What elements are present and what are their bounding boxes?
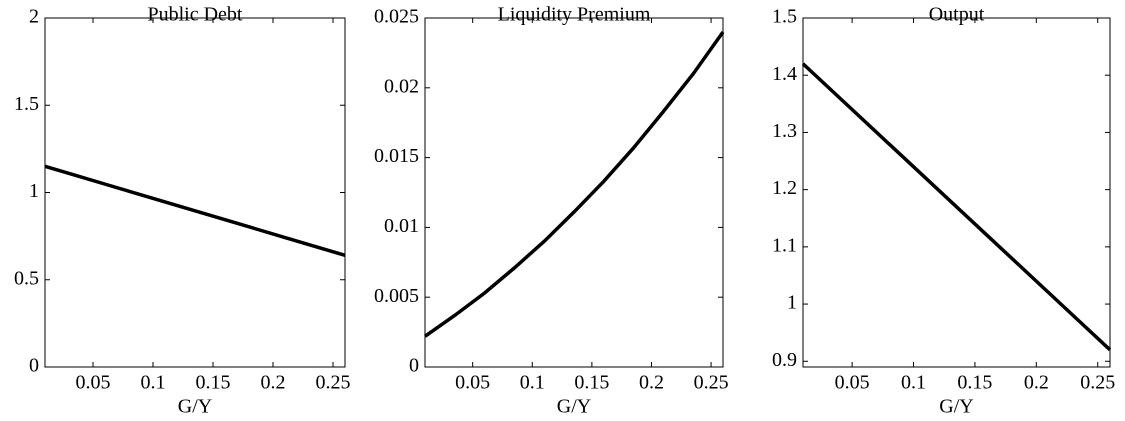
x-tick-label: 0.1 [520, 372, 545, 394]
y-tick-label: 0 [29, 355, 39, 377]
plot-frame [44, 17, 346, 368]
x-axis-label: G/Y [939, 396, 973, 418]
chart-title: Public Debt [148, 4, 243, 26]
x-tick-label: 0.25 [1080, 372, 1115, 394]
x-tick-label: 0.05 [455, 372, 490, 394]
x-tick-label: 0.25 [316, 372, 351, 394]
chart-title: Liquidity Premium [498, 4, 651, 26]
y-tick-label: 1.3 [772, 120, 797, 142]
y-tick-label: 1 [29, 180, 39, 202]
plot-frame [424, 17, 724, 368]
data-line [423, 30, 725, 338]
x-axis-label: G/Y [557, 396, 591, 418]
y-tick-label: 0.5 [14, 267, 39, 289]
y-tick-label: 0.02 [384, 75, 419, 97]
y-tick-label: 0.015 [374, 145, 419, 167]
x-tick-label: 0.2 [261, 372, 286, 394]
x-axis-label: G/Y [178, 396, 212, 418]
x-tick-label: 0.2 [639, 372, 664, 394]
plot-frame [802, 17, 1111, 368]
y-tick-label: 1.2 [772, 177, 797, 199]
y-tick-label: 0.01 [384, 215, 419, 237]
chart-title: Output [929, 4, 985, 26]
x-tick-label: 0.15 [957, 372, 992, 394]
y-tick-label: 0.025 [374, 6, 419, 28]
y-tick-label: 0.005 [374, 285, 419, 307]
x-tick-label: 0.1 [901, 372, 926, 394]
y-tick-label: 1 [787, 292, 797, 314]
y-tick-label: 1.5 [772, 6, 797, 28]
x-tick-label: 0.05 [835, 372, 870, 394]
y-tick-label: 0.9 [772, 349, 797, 371]
x-tick-label: 0.15 [574, 372, 609, 394]
y-tick-label: 0 [409, 355, 419, 377]
x-tick-label: 0.05 [76, 372, 111, 394]
x-tick-label: 0.1 [141, 372, 166, 394]
x-tick-label: 0.15 [196, 372, 231, 394]
y-tick-label: 1.1 [772, 234, 797, 256]
data-line [801, 62, 1112, 352]
x-tick-label: 0.2 [1024, 372, 1049, 394]
data-line [44, 164, 346, 257]
y-tick-label: 2 [29, 6, 39, 28]
y-tick-label: 1.5 [14, 93, 39, 115]
x-tick-label: 0.25 [694, 372, 729, 394]
y-tick-label: 1.4 [772, 63, 797, 85]
